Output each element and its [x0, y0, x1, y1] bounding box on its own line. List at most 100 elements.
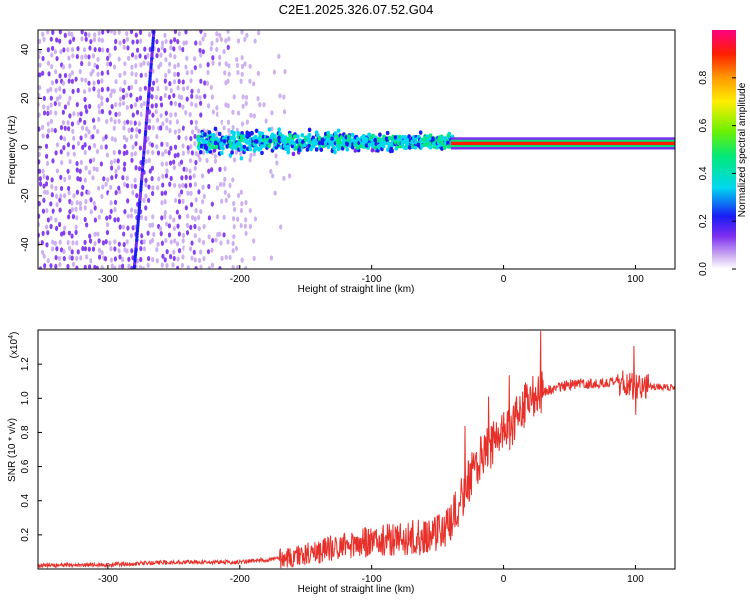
spectrogram-noise-cell [106, 86, 110, 92]
spectrogram-noise-cell [156, 150, 161, 156]
spectrogram-noise-cell [164, 148, 168, 155]
spectrogram-noise-cell [118, 86, 123, 92]
spectrogram-noise-cell [215, 105, 219, 111]
spectrogram-noise-cell [114, 78, 118, 85]
spectrogram-noise-cell [253, 38, 257, 44]
spectrogram-noise-cell [173, 100, 178, 107]
spectrogram-noise-cell [227, 193, 231, 199]
spectrogram-noise-cell [83, 149, 87, 156]
spectrogram-noise-cell [251, 57, 256, 63]
spectrogram-noise-cell [197, 225, 201, 232]
spectrogram-noise-cell [135, 96, 139, 103]
spectrogram-noise-cell [176, 85, 180, 91]
spectrogram-noise-cell [43, 263, 47, 269]
spectrogram-noise-cell [194, 197, 198, 203]
colorbar-tick-label: 0.8 [698, 70, 709, 84]
spectrogram-noise-cell [207, 215, 211, 221]
spectrogram-signal-cell [239, 134, 244, 139]
spectrogram-noise-cell [57, 255, 61, 262]
spectrogram-noise-cell [173, 54, 177, 60]
spectrogram-noise-cell [199, 249, 203, 255]
spectrogram-noise-cell [109, 152, 113, 158]
spectrogram-noise-cell [251, 250, 255, 256]
spectrogram-signal-cell [204, 139, 209, 144]
spectrogram-noise-cell [214, 237, 218, 243]
spectrogram-noise-cell [150, 142, 154, 148]
spectrogram-noise-cell [139, 38, 143, 44]
spectrogram-noise-cell [126, 45, 130, 51]
spectrogram-noise-cell [190, 101, 194, 107]
spectrogram-noise-cell [232, 94, 236, 100]
spectrogram-noise-cell [87, 129, 91, 135]
spectrogram-signal-cell [288, 132, 292, 138]
spectrogram-noise-cell [46, 105, 50, 111]
spectrogram-noise-cell [198, 63, 202, 69]
spectrogram-signal-cell [413, 145, 418, 150]
spectrogram-noise-cell [129, 213, 134, 219]
spectrogram-noise-cell [193, 181, 198, 188]
spectrogram-noise-cell [155, 117, 160, 123]
spectrogram-signal-cell [347, 134, 351, 139]
spectrogram-noise-cell [236, 242, 240, 248]
spectrogram-noise-cell [167, 61, 172, 67]
spectrogram-noise-cell [117, 79, 121, 86]
spectrogram-noise-cell [70, 206, 74, 213]
spectrogram-noise-cell [193, 45, 197, 51]
spectrogram-signal-cell [367, 142, 372, 147]
spectrogram-noise-cell [160, 40, 165, 46]
spectrogram-noise-cell [126, 198, 130, 204]
spectrogram-noise-cell [270, 78, 274, 84]
spectrogram-noise-cell [70, 233, 74, 239]
spectrogram-noise-cell [189, 230, 193, 236]
spectrogram-noise-cell [72, 151, 76, 157]
spectrogram-noise-cell [165, 125, 169, 131]
spectrogram-noise-cell [197, 257, 202, 264]
spectrogram-noise-cell [112, 184, 117, 190]
spectrogram-noise-cell [62, 215, 67, 221]
spectrogram-noise-cell [185, 222, 190, 228]
spec-x-tick-label: 100 [627, 274, 644, 285]
spectrogram-noise-cell [161, 253, 165, 259]
spectrogram-noise-cell [130, 248, 134, 254]
spectrogram-noise-cell [129, 119, 133, 126]
spectrogram-signal-cell [240, 131, 244, 136]
spectrogram-signal-cell [213, 140, 218, 145]
spectrogram-noise-cell [66, 47, 70, 53]
spectrogram-noise-cell [129, 233, 133, 239]
snr-series-line [38, 330, 675, 569]
spectrogram-noise-cell [169, 87, 173, 94]
spectrogram-noise-cell [161, 121, 165, 127]
spectrogram-noise-cell [213, 120, 217, 126]
spectrogram-noise-cell [88, 150, 92, 156]
spectrogram-noise-cell [172, 159, 176, 165]
spectrogram-signal-cell [371, 133, 375, 139]
spectrogram-noise-cell [147, 157, 151, 164]
spectrogram-noise-cell [226, 93, 231, 99]
spectrogram-noise-cell [211, 237, 215, 244]
spectrogram-noise-cell [91, 246, 96, 252]
snr-panel: -300 -200 -100 0 100 0.2 0.4 0.6 0.8 1.0 1.2 Heig… [7, 329, 676, 595]
spectrogram-noise-cell [62, 248, 66, 255]
spectrogram-noise-cell [184, 246, 188, 252]
spectrogram-noise-cell [199, 30, 203, 34]
spectrogram-noise-cell [109, 246, 113, 252]
spectrogram-noise-cell [117, 111, 122, 117]
spectrogram-noise-cell [121, 100, 126, 106]
spectrogram-signal-cell [210, 144, 215, 150]
spectrogram-noise-cell [84, 104, 88, 110]
spectrogram-signal-cell [336, 128, 341, 133]
spectrogram-noise-cell [173, 182, 177, 188]
spectrogram-noise-cell [181, 254, 185, 260]
spectrogram-noise-cell [84, 31, 88, 37]
spectrogram-noise-cell [59, 49, 63, 55]
spectrogram-noise-cell [155, 39, 159, 45]
spectrogram-signal-cell [230, 145, 235, 151]
spectrogram-noise-cell [188, 246, 193, 252]
spectrogram-noise-cell [103, 256, 108, 262]
spectrogram-noise-cell [295, 224, 299, 230]
spectrogram-noise-cell [148, 222, 152, 228]
spectrogram-signal-cell [268, 138, 272, 144]
spectrogram-noise-cell [226, 44, 230, 51]
spectrogram-noise-cell [260, 36, 265, 42]
spectrogram-noise-cell [66, 151, 70, 157]
